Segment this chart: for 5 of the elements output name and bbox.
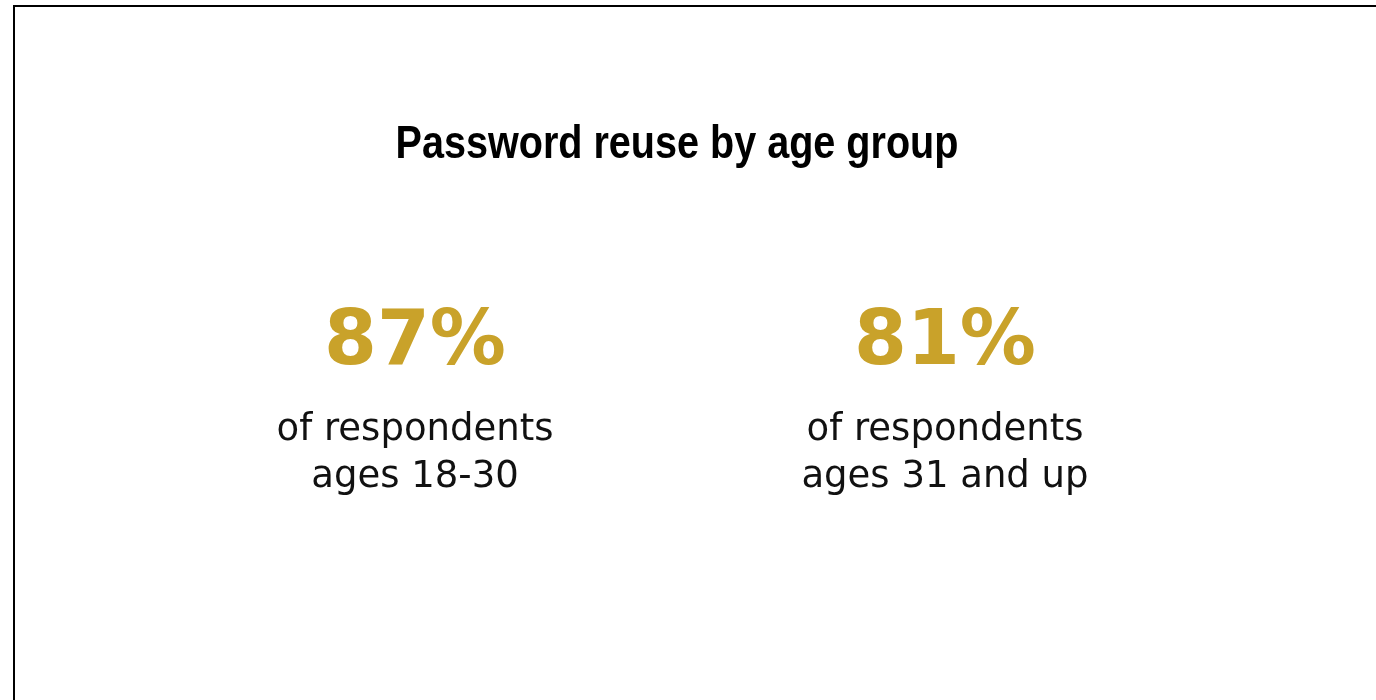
data-label: 87% (323, 292, 507, 384)
text: Password reuse by age group (394, 115, 960, 170)
category-label: of respondents ages 31 and up (800, 405, 1090, 498)
category-label: of respondents ages 18-30 (275, 405, 555, 498)
data-label: 81% (853, 292, 1037, 384)
